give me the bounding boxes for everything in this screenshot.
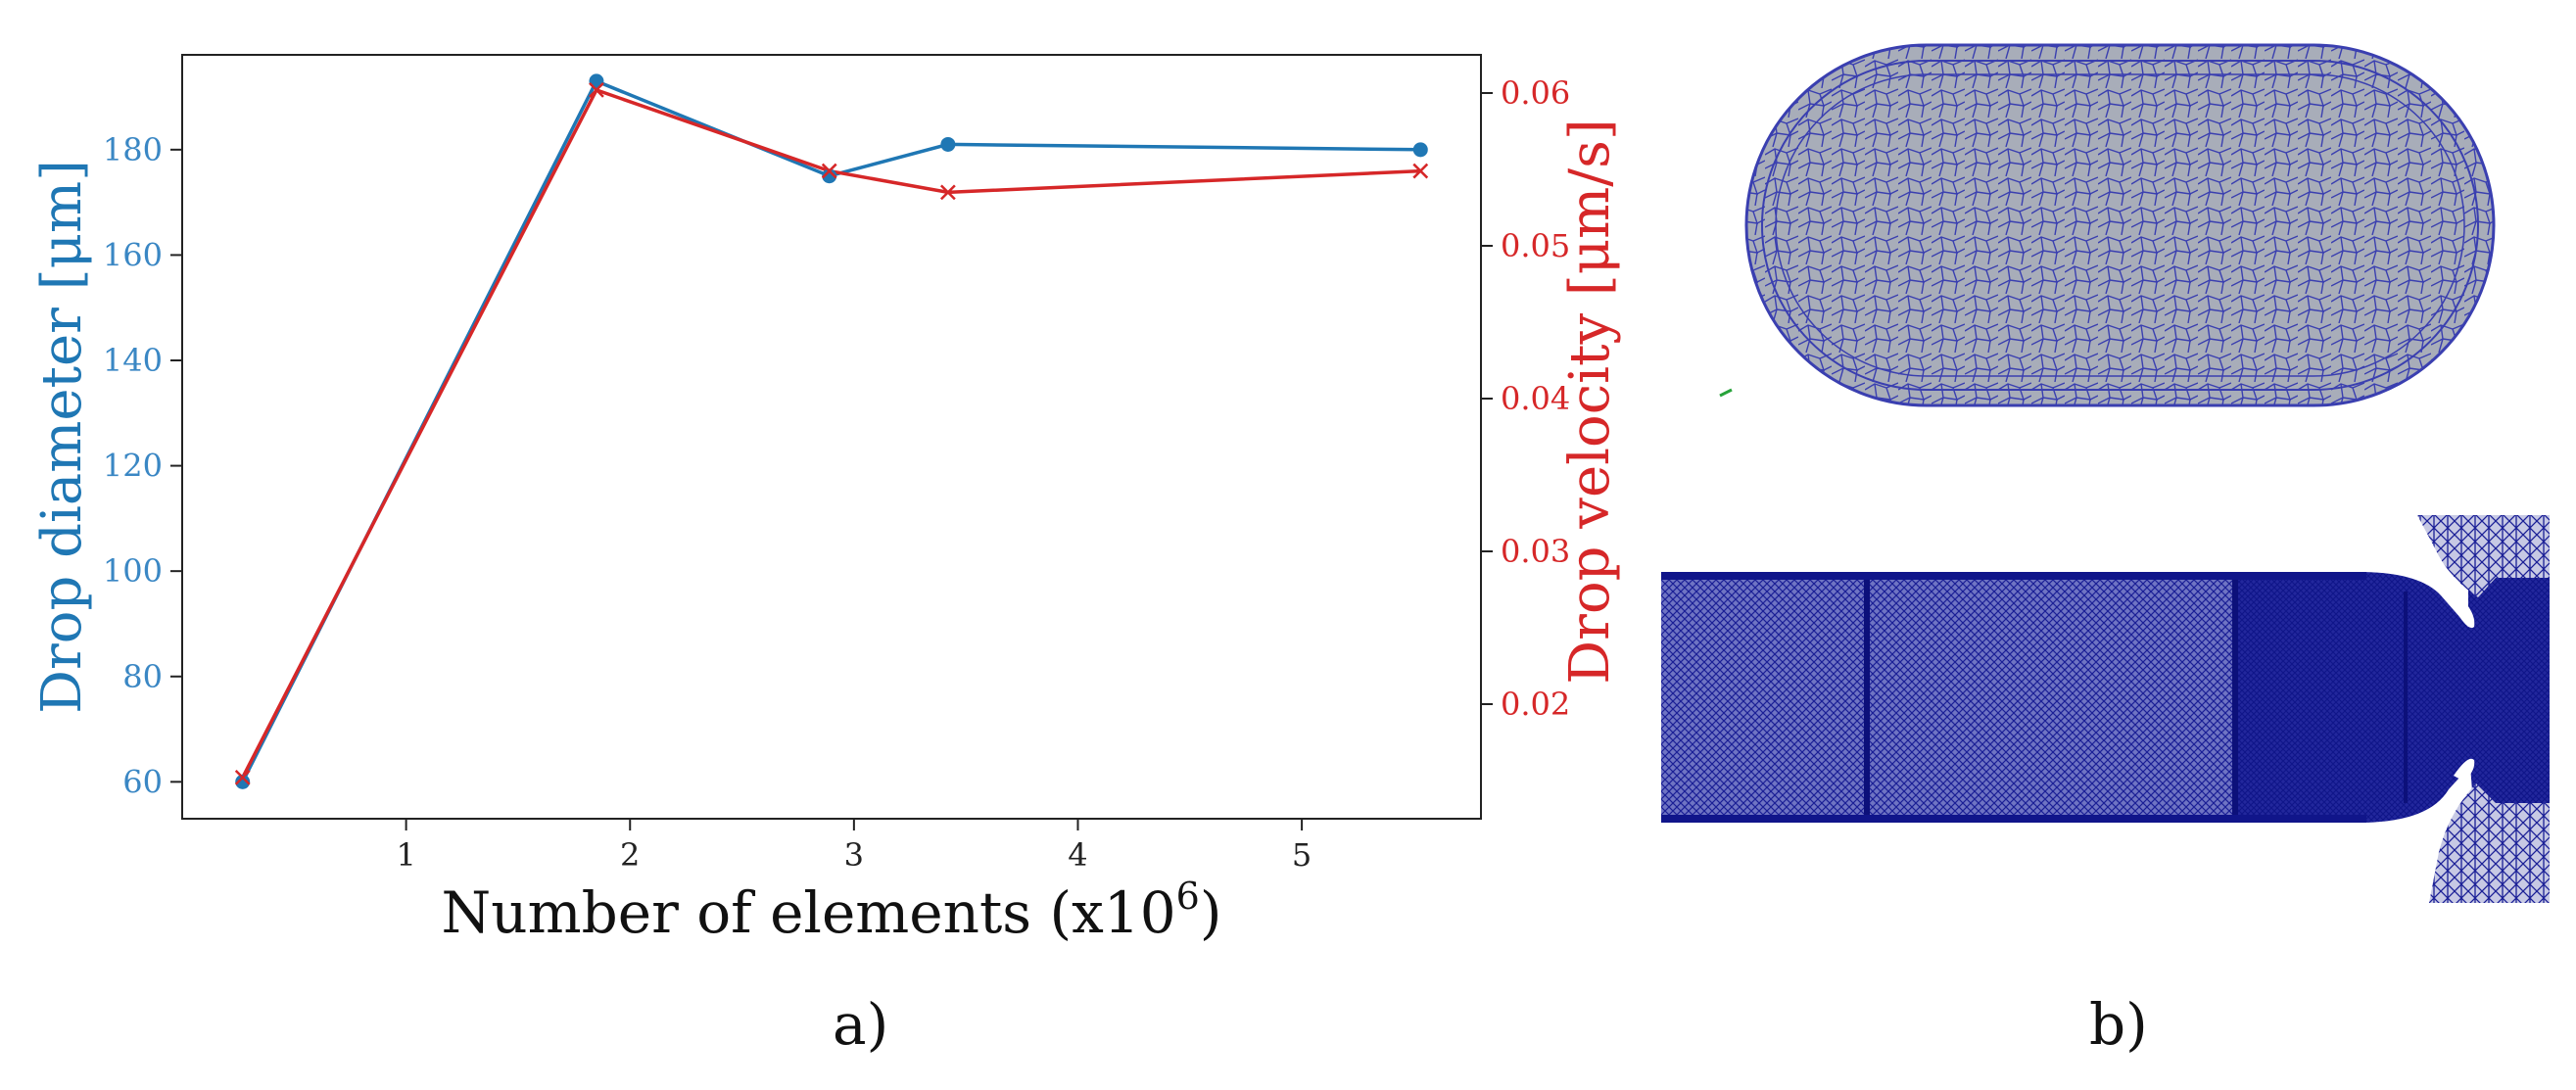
series-lines <box>241 78 1421 783</box>
channel-bottom-wall <box>1661 815 2366 823</box>
x-axis-label: Number of elements (x106) <box>442 875 1222 946</box>
capsule-mesh-fill <box>1744 43 2496 407</box>
channel-mesh-image <box>1661 515 2550 903</box>
constriction-notch-lower <box>2454 758 2475 782</box>
green-marker-icon <box>1719 388 1733 398</box>
channel-top-wall <box>1661 572 2366 580</box>
right-y-tick-label: 0.02 <box>1501 686 1570 723</box>
plot-frame <box>181 54 1482 820</box>
panel-label-b: b) <box>2089 991 2148 1058</box>
left-y-axis-ticks: 60 80 100 120 140 160 180 <box>103 131 182 800</box>
x-tick-label: 2 <box>620 836 640 874</box>
x-axis-label-close: ) <box>1200 879 1222 946</box>
drop-velocity-point <box>939 184 956 201</box>
right-y-tick-label: 0.04 <box>1501 380 1570 417</box>
drop-velocity-point <box>589 81 604 98</box>
drop-velocity-point <box>1412 163 1429 179</box>
x-tick-label: 4 <box>1068 836 1087 874</box>
x-axis-ticks: 1 2 3 4 5 <box>396 819 1312 874</box>
left-y-tick-label: 80 <box>122 658 163 695</box>
drop-diameter-point <box>235 774 251 789</box>
left-y-tick-label: 140 <box>103 342 163 379</box>
channel-mid-region <box>1867 572 2235 823</box>
series-markers <box>234 73 1429 789</box>
right-y-axis-label: Drop velocity [μm/s] <box>1558 118 1622 684</box>
capsule-boundary-layer-inner <box>1775 73 2465 377</box>
drop-diameter-point <box>1412 142 1428 158</box>
outlet-upper-region <box>2417 515 2550 597</box>
left-y-tick-label: 180 <box>103 131 163 168</box>
drop-velocity-point <box>234 769 251 785</box>
right-y-axis-ticks: 0.02 0.03 0.04 0.05 0.06 <box>1481 74 1570 723</box>
drop-diameter-point <box>822 168 837 184</box>
left-y-tick-label: 100 <box>103 552 163 590</box>
x-axis-label-exponent: 6 <box>1176 875 1200 918</box>
left-y-tick-label: 60 <box>122 763 163 800</box>
x-tick-label: 3 <box>844 836 864 874</box>
right-y-tick-label: 0.03 <box>1501 533 1570 570</box>
left-y-tick-label: 160 <box>103 236 163 273</box>
constriction-notch-upper <box>2454 601 2475 629</box>
right-y-tick-label: 0.05 <box>1501 227 1570 264</box>
drop-velocity-point <box>821 163 837 179</box>
x-tick-label: 1 <box>396 836 415 874</box>
right-y-tick-label: 0.06 <box>1501 74 1570 112</box>
panel-label-a: a) <box>833 991 889 1058</box>
drop-diameter-point <box>940 136 956 152</box>
left-y-axis-label: Drop diameter [μm] <box>30 160 94 714</box>
left-y-tick-label: 120 <box>103 448 163 485</box>
capsule-boundary-layer <box>1761 60 2479 391</box>
capsule-mesh-image <box>1719 43 2496 407</box>
series-line-drop-velocity <box>241 87 1421 779</box>
channel-inlet-region <box>1661 572 1867 823</box>
outlet-lower-region <box>2429 783 2550 903</box>
x-tick-label: 5 <box>1292 836 1312 874</box>
